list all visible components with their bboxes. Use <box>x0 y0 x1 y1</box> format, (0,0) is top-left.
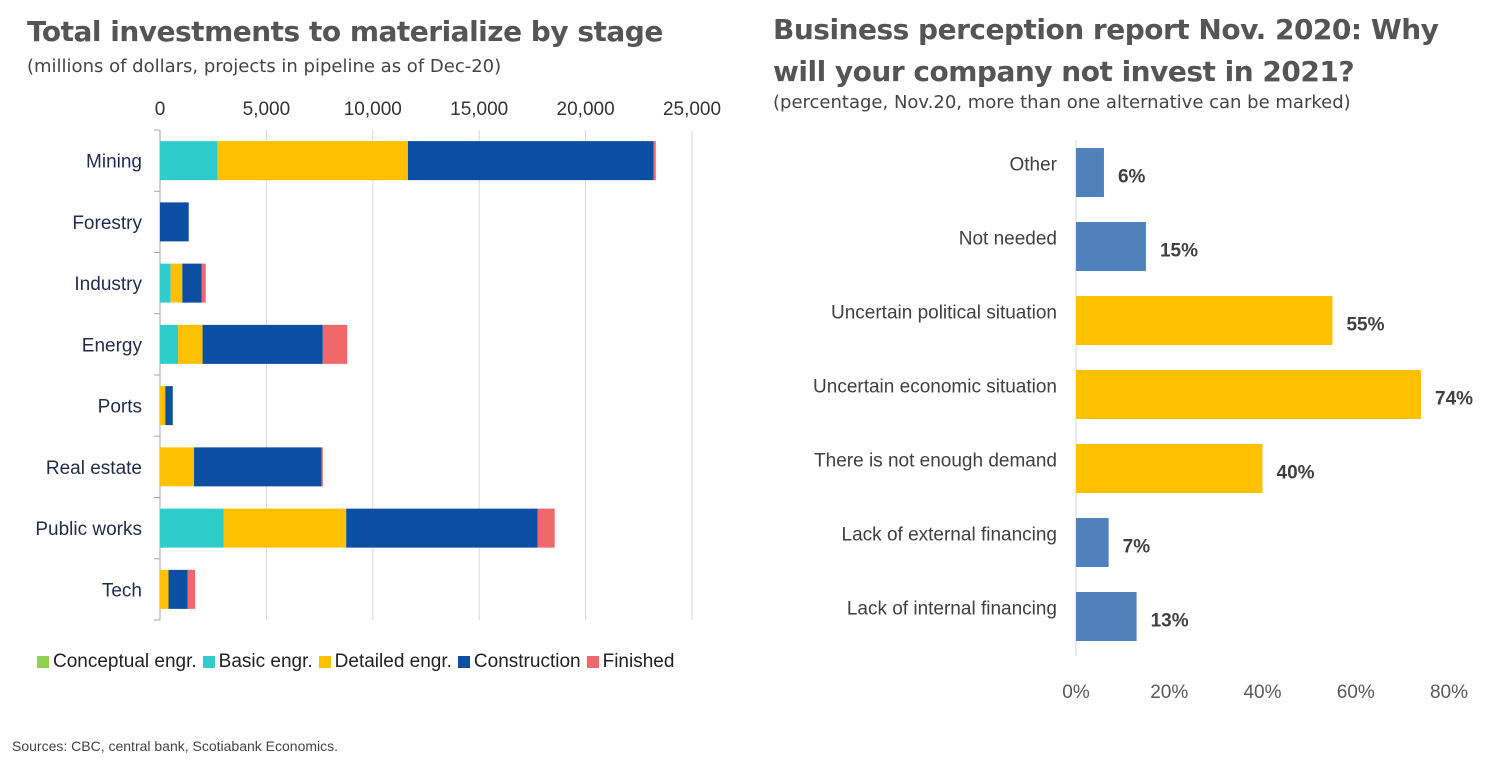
category-label: Industry <box>74 274 142 295</box>
data-label: 55% <box>1346 315 1384 336</box>
legend-item-conceptual-engr: Conceptual engr. <box>37 651 197 673</box>
data-label: 74% <box>1435 389 1473 410</box>
bar-real-estate-detailed-engr <box>160 447 195 487</box>
left-chart-subtitle: (millions of dollars, projects in pipeli… <box>27 56 502 77</box>
bar-energy-detailed-engr <box>178 324 203 364</box>
bar-mining-construction <box>407 141 654 181</box>
bar-mining-finished <box>653 141 656 181</box>
bar-real-estate-finished <box>321 447 323 487</box>
category-label: Forestry <box>72 213 142 234</box>
bar-public-works-finished <box>537 508 555 548</box>
legend-swatch <box>586 656 599 668</box>
legend-label: Construction <box>473 651 581 672</box>
category-label: Uncertain political situation <box>831 303 1057 324</box>
bar-industry-basic-engr <box>160 263 171 303</box>
right-chart-title-line2: will your company not invest in 2021? <box>773 55 1355 88</box>
left-chart-legend: Conceptual engr. Basic engr. Detailed engr… <box>37 651 680 673</box>
legend-label: Detailed engr. <box>334 651 452 672</box>
source-note: Sources: CBC, central bank, Scotiabank E… <box>12 738 339 754</box>
bar-mining-detailed-engr <box>217 141 408 181</box>
x-tick-label: 15,000 <box>450 99 508 120</box>
bar-ports-construction <box>165 386 173 426</box>
bar-tech-detailed-engr <box>160 569 169 609</box>
legend-item-construction: Construction <box>457 651 581 673</box>
data-label: 7% <box>1123 537 1151 558</box>
bar-lack-of-internal-financing <box>1076 592 1137 641</box>
legend-swatch <box>318 656 331 668</box>
bar-industry-construction <box>182 263 202 303</box>
legend-label: Finished <box>602 651 675 672</box>
bar-public-works-basic-engr <box>160 508 224 548</box>
bar-tech-finished <box>187 569 196 609</box>
bar-public-works-detailed-engr <box>223 508 347 548</box>
x-tick-label: 20% <box>1150 682 1188 703</box>
data-label: 15% <box>1160 241 1198 262</box>
left-chart-title: Total investments to materialize by stag… <box>27 15 663 48</box>
category-label: Tech <box>102 580 142 601</box>
x-tick-label: 0% <box>1062 682 1090 703</box>
bar-there-is-not-enough-demand <box>1076 444 1263 493</box>
legend-item-detailed-engr: Detailed engr. <box>318 651 452 673</box>
category-label: Energy <box>82 335 143 356</box>
right-chart-subtitle: (percentage, Nov.20, more than one alter… <box>773 92 1351 113</box>
bar-energy-basic-engr <box>160 324 179 364</box>
category-label: Other <box>1009 155 1057 176</box>
bar-industry-detailed-engr <box>170 263 183 303</box>
investment-stacked-bar-chart: 0 5,000 10,000 15,000 20,000 25,000 Mining Fore… <box>35 99 721 621</box>
category-label: Ports <box>98 397 142 418</box>
bar-ports-detailed-engr <box>160 386 166 426</box>
category-label: Public works <box>35 519 142 540</box>
category-label: Lack of external financing <box>842 525 1057 546</box>
category-label: Not needed <box>959 229 1057 250</box>
bar-industry-finished <box>201 263 206 303</box>
category-label: Mining <box>86 152 142 173</box>
legend-swatch <box>37 656 49 668</box>
bar-not-needed <box>1076 222 1146 271</box>
legend-label: Basic engr. <box>218 651 313 672</box>
x-tick-label: 20,000 <box>557 99 615 120</box>
bar-energy-construction <box>202 324 323 364</box>
bar-public-works-construction <box>346 508 538 548</box>
legend-label: Conceptual engr. <box>53 651 197 672</box>
x-tick-label: 0 <box>155 99 166 120</box>
bar-energy-finished <box>322 324 348 364</box>
legend-swatch <box>202 656 215 668</box>
category-label: Real estate <box>46 458 142 479</box>
bar-uncertain-political-situation <box>1076 296 1333 345</box>
x-tick-label: 25,000 <box>663 99 721 120</box>
x-tick-label: 60% <box>1337 682 1375 703</box>
x-tick-label: 5,000 <box>243 99 291 120</box>
category-label: Uncertain economic situation <box>813 377 1057 398</box>
bar-lack-of-external-financing <box>1076 518 1109 567</box>
data-label: 13% <box>1151 611 1189 632</box>
bar-uncertain-economic-situation <box>1076 370 1422 419</box>
x-tick-label: 10,000 <box>344 99 402 120</box>
x-tick-label: 80% <box>1430 682 1468 703</box>
legend-swatch <box>457 656 470 668</box>
category-label: Lack of internal financing <box>847 599 1057 620</box>
right-chart-title-line1: Business perception report Nov. 2020: Wh… <box>773 13 1439 46</box>
bar-real-estate-construction <box>194 447 322 487</box>
category-label: There is not enough demand <box>814 451 1057 472</box>
perception-bar-chart: Other 6% Not needed 15% Uncertain political … <box>813 140 1473 703</box>
data-label: 40% <box>1277 463 1315 484</box>
bar-forestry-construction <box>160 202 189 242</box>
data-label: 6% <box>1118 167 1146 188</box>
bar-other <box>1076 148 1104 197</box>
legend-item-basic-engr: Basic engr. <box>202 651 313 673</box>
legend-item-finished: Finished <box>586 651 675 673</box>
bar-mining-basic-engr <box>160 141 218 181</box>
bar-tech-construction <box>168 569 188 609</box>
x-tick-label: 40% <box>1243 682 1281 703</box>
